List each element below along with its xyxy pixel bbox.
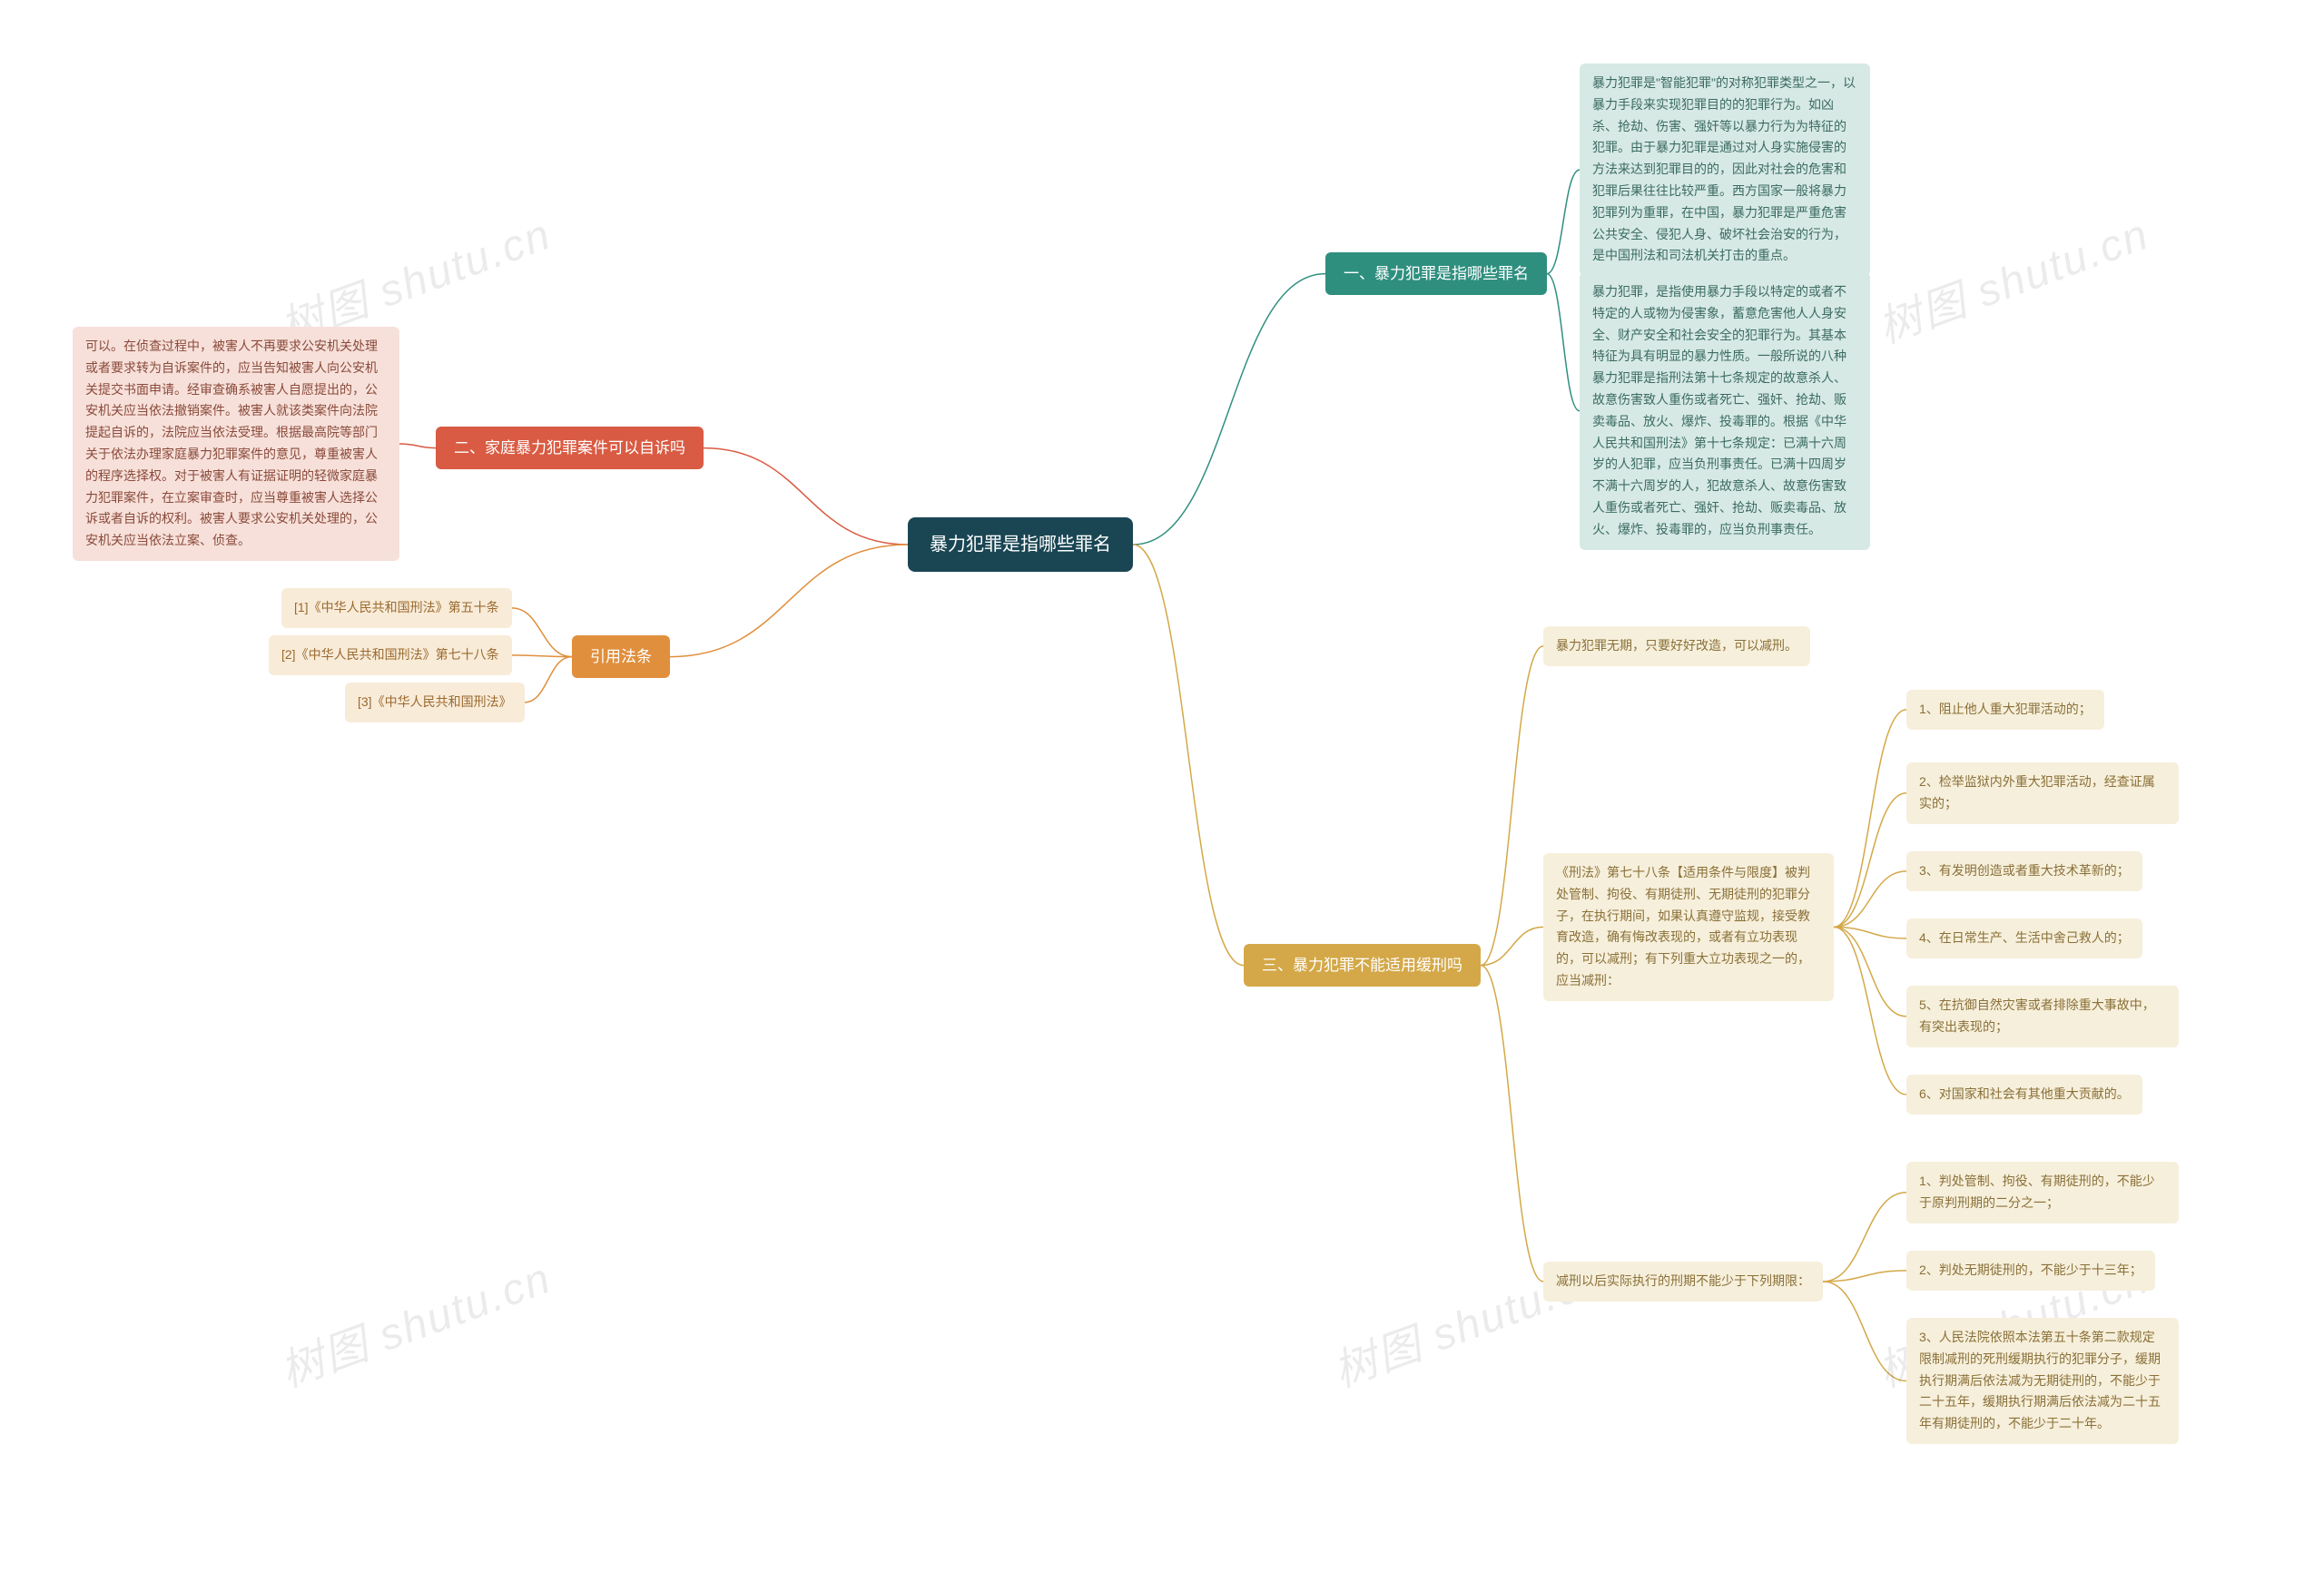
leaf-b4-2[interactable]: [3]《中华人民共和国刑法》 bbox=[345, 683, 525, 722]
branch-b2[interactable]: 二、家庭暴力犯罪案件可以自诉吗 bbox=[436, 427, 704, 469]
leaf-b3-1-5[interactable]: 6、对国家和社会有其他重大贡献的。 bbox=[1906, 1075, 2142, 1115]
leaf-b1-1[interactable]: 暴力犯罪，是指使用暴力手段以特定的或者不特定的人或物为侵害象，蓄意危害他人人身安… bbox=[1580, 272, 1870, 550]
branch-b3[interactable]: 三、暴力犯罪不能适用缓刑吗 bbox=[1244, 944, 1481, 987]
leaf-b3-1-0[interactable]: 1、阻止他人重大犯罪活动的； bbox=[1906, 690, 2104, 730]
watermark: 树图 shutu.cn bbox=[270, 1243, 558, 1400]
leaf-b4-0[interactable]: [1]《中华人民共和国刑法》第五十条 bbox=[281, 588, 512, 628]
leaf-b3-1-3[interactable]: 4、在日常生产、生活中舍己救人的； bbox=[1906, 919, 2142, 958]
leaf-b3-2-0[interactable]: 1、判处管制、拘役、有期徒刑的，不能少于原判刑期的二分之一； bbox=[1906, 1162, 2179, 1223]
leaf-b1-0[interactable]: 暴力犯罪是"智能犯罪"的对称犯罪类型之一，以暴力手段来实现犯罪目的的犯罪行为。如… bbox=[1580, 64, 1870, 276]
watermark: 树图 shutu.cn bbox=[1867, 199, 2156, 356]
leaf-b3-1-4[interactable]: 5、在抗御自然灾害或者排除重大事故中，有突出表现的； bbox=[1906, 986, 2179, 1047]
leaf-b3-2-1[interactable]: 2、判处无期徒刑的，不能少于十三年； bbox=[1906, 1251, 2155, 1291]
root-node[interactable]: 暴力犯罪是指哪些罪名 bbox=[908, 517, 1133, 572]
leaf-b2-0[interactable]: 可以。在侦查过程中，被害人不再要求公安机关处理或者要求转为自诉案件的，应当告知被… bbox=[73, 327, 399, 561]
leaf-b3-1[interactable]: 《刑法》第七十八条【适用条件与限度】被判处管制、拘役、有期徒刑、无期徒刑的犯罪分… bbox=[1543, 853, 1834, 1001]
leaf-b3-2-2[interactable]: 3、人民法院依照本法第五十条第二款规定限制减刑的死刑缓期执行的犯罪分子，缓期执行… bbox=[1906, 1318, 2179, 1444]
leaf-b3-1-2[interactable]: 3、有发明创造或者重大技术革新的； bbox=[1906, 851, 2142, 891]
leaf-b4-1[interactable]: [2]《中华人民共和国刑法》第七十八条 bbox=[269, 635, 512, 675]
leaf-b3-2[interactable]: 减刑以后实际执行的刑期不能少于下列期限： bbox=[1543, 1262, 1823, 1302]
leaf-b3-0[interactable]: 暴力犯罪无期，只要好好改造，可以减刑。 bbox=[1543, 626, 1810, 666]
branch-b1[interactable]: 一、暴力犯罪是指哪些罪名 bbox=[1325, 252, 1547, 295]
leaf-b3-1-1[interactable]: 2、检举监狱内外重大犯罪活动，经查证属实的； bbox=[1906, 762, 2179, 824]
branch-b4[interactable]: 引用法条 bbox=[572, 635, 670, 678]
